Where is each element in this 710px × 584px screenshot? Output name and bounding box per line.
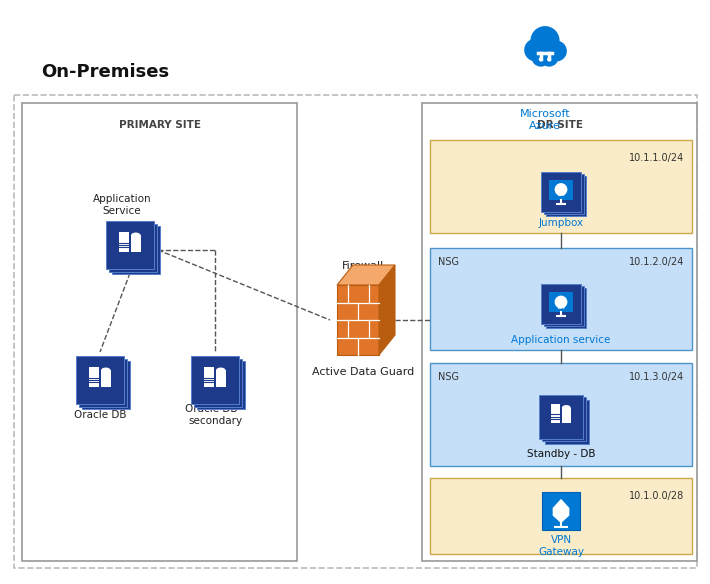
Bar [22,103,297,561]
Text: VM: VM [557,305,565,310]
Text: Active Data Guard: Active Data Guard [312,367,414,377]
Bar [545,399,589,443]
Bar [119,232,129,252]
Bar [543,173,584,214]
Bar [549,179,573,200]
Bar [194,359,242,406]
Text: Firewall: Firewall [342,261,384,271]
Text: 10.1.0.0/28: 10.1.0.0/28 [629,491,684,501]
Text: NSG: NSG [438,257,459,267]
Circle shape [547,57,551,61]
Bar [106,221,154,269]
Polygon shape [337,265,395,285]
Ellipse shape [101,367,111,373]
Text: Application
Service: Application Service [93,194,151,216]
Polygon shape [337,285,379,355]
Bar [542,397,586,441]
Ellipse shape [131,232,141,238]
Text: 10.1.2.0/24: 10.1.2.0/24 [628,257,684,267]
Bar [109,224,157,272]
Bar [191,356,239,404]
Text: On-Premises: On-Premises [41,63,169,81]
Bar [543,286,584,326]
Circle shape [555,296,567,308]
Circle shape [532,48,550,67]
Bar [204,367,214,387]
Ellipse shape [562,405,571,411]
Bar [76,356,124,404]
Ellipse shape [216,367,226,373]
Text: Application service: Application service [511,335,611,345]
Circle shape [546,41,567,61]
Polygon shape [552,499,569,523]
Bar [549,292,573,312]
Text: NSG: NSG [438,372,459,382]
Circle shape [540,48,559,67]
Text: Jumpbox: Jumpbox [538,218,584,228]
Text: DR SITE: DR SITE [537,120,583,130]
Bar [552,404,560,423]
Text: PRIMARY SITE: PRIMARY SITE [119,120,201,130]
Bar [541,172,581,211]
Text: Oracle DB: Oracle DB [74,410,126,420]
Circle shape [555,183,567,196]
Bar [430,140,692,233]
Text: VPN
Gateway: VPN Gateway [538,535,584,557]
Bar [197,361,245,409]
Bar [562,408,571,423]
Bar [79,359,127,406]
Bar [89,367,99,387]
Bar [430,478,692,554]
Text: Oracle DB -
secondary: Oracle DB - secondary [185,404,245,426]
Bar [14,95,697,568]
Polygon shape [379,265,395,355]
Bar [131,235,141,252]
Text: VM: VM [557,193,565,197]
Text: 10.1.1.0/24: 10.1.1.0/24 [629,153,684,163]
Bar [112,226,160,274]
Text: Microsoft
Azure: Microsoft Azure [520,109,570,131]
Bar [101,370,111,387]
Bar [430,363,692,466]
Bar [541,284,581,324]
Circle shape [530,26,559,55]
Bar [82,361,130,409]
Bar [216,370,226,387]
Bar [539,395,583,439]
Bar [430,248,692,350]
Bar [546,176,586,215]
Text: 10.1.3.0/24: 10.1.3.0/24 [629,372,684,382]
Circle shape [539,57,543,61]
Text: Standby - DB: Standby - DB [527,449,595,459]
Bar [542,492,580,530]
Circle shape [524,39,547,61]
Bar [422,103,697,561]
Bar [546,288,586,328]
